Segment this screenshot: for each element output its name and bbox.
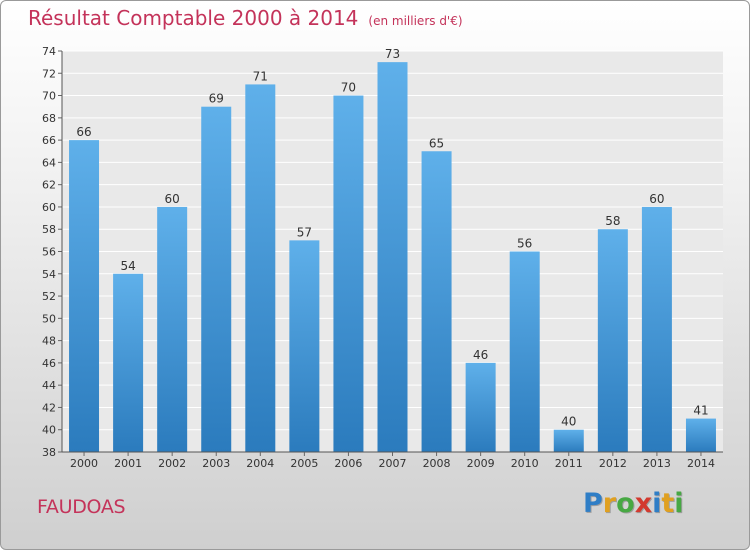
data-label: 40 xyxy=(561,415,576,429)
data-label: 58 xyxy=(605,214,620,228)
y-tick-label: 44 xyxy=(42,379,56,392)
bar-2001 xyxy=(113,273,144,452)
data-label: 71 xyxy=(253,69,268,83)
x-tick-label: 2001 xyxy=(114,457,142,470)
axes: 38 40 42 44 46 48 50 52 54 56 58 60 62 64 66 68 70 72 74 20… xyxy=(42,45,723,470)
x-tick-label: 2000 xyxy=(70,457,98,470)
bar-2009 xyxy=(465,362,496,452)
bar-2008 xyxy=(421,151,452,452)
x-tick-label: 2005 xyxy=(290,457,318,470)
y-tick-label: 52 xyxy=(42,290,56,303)
chart-title: Résultat Comptable 2000 à 2014 xyxy=(28,6,359,30)
bar-2013 xyxy=(641,206,672,452)
y-tick-label: 68 xyxy=(42,112,56,125)
x-tick-label: 2010 xyxy=(511,457,539,470)
x-tick-label: 2006 xyxy=(334,457,362,470)
title-block: Résultat Comptable 2000 à 2014 (en millie… xyxy=(28,6,463,30)
y-tick-label: 74 xyxy=(42,45,56,58)
brand-letter: x xyxy=(634,488,653,519)
brand-letter: t xyxy=(661,488,675,519)
data-label: 41 xyxy=(693,404,708,418)
bar-2011 xyxy=(553,429,584,452)
brand-letter: i xyxy=(652,488,662,519)
data-label: 60 xyxy=(165,192,180,206)
y-tick-label: 66 xyxy=(42,134,56,147)
data-label: 60 xyxy=(649,192,664,206)
y-tick-label: 46 xyxy=(42,357,56,370)
data-label: 69 xyxy=(209,92,224,106)
x-tick-label: 2013 xyxy=(643,457,671,470)
x-tick-label: 2009 xyxy=(467,457,495,470)
bar-2010 xyxy=(509,251,540,452)
brand-logo[interactable]: Proxiti xyxy=(583,488,684,519)
x-tick-label: 2014 xyxy=(687,457,715,470)
y-tick-label: 40 xyxy=(42,424,56,437)
chart-subtitle: (en milliers d'€) xyxy=(368,14,463,28)
x-tick-label: 2007 xyxy=(379,457,407,470)
y-tick-label: 58 xyxy=(42,223,56,236)
x-tick-label: 2004 xyxy=(246,457,274,470)
data-label: 70 xyxy=(341,81,356,95)
bar-2004 xyxy=(245,84,276,453)
y-tick-label: 56 xyxy=(42,246,56,259)
bar-2003 xyxy=(201,106,232,452)
y-tick-label: 70 xyxy=(42,90,56,103)
brand-letter: P xyxy=(583,488,603,519)
y-tick-label: 48 xyxy=(42,335,56,348)
y-tick-label: 60 xyxy=(42,201,56,214)
data-label: 54 xyxy=(120,259,135,273)
data-label: 57 xyxy=(297,225,312,239)
data-label: 66 xyxy=(76,125,91,139)
y-tick-label: 72 xyxy=(42,67,56,80)
x-tick-label: 2002 xyxy=(158,457,186,470)
bar-2007 xyxy=(377,62,408,453)
y-tick-label: 54 xyxy=(42,268,56,281)
bar-2012 xyxy=(597,229,628,452)
y-tick-label: 62 xyxy=(42,179,56,192)
brand-letter: i xyxy=(674,488,684,519)
bar-2005 xyxy=(289,240,320,452)
bar-2000 xyxy=(69,140,100,452)
x-tick-label: 2011 xyxy=(555,457,583,470)
y-tick-label: 38 xyxy=(42,446,56,459)
place-name: FAUDOAS xyxy=(37,496,126,518)
x-tick-label: 2012 xyxy=(599,457,627,470)
bar-2014 xyxy=(685,418,716,452)
x-tick-label: 2003 xyxy=(202,457,230,470)
brand-letter: o xyxy=(616,488,635,519)
bar-2002 xyxy=(157,206,188,452)
y-tick-label: 50 xyxy=(42,312,56,325)
bar-2006 xyxy=(333,95,364,453)
brand-letter: r xyxy=(602,488,617,519)
data-label: 73 xyxy=(385,47,400,61)
data-label: 56 xyxy=(517,237,532,251)
data-label: 46 xyxy=(473,348,488,362)
y-tick-label: 64 xyxy=(42,156,56,169)
y-tick-label: 42 xyxy=(42,401,56,414)
data-label: 65 xyxy=(429,136,444,150)
bars: 66 54 60 69 71 57 70 73 65 46 56 40 58 60 41 xyxy=(69,47,716,453)
x-tick-label: 2008 xyxy=(423,457,451,470)
